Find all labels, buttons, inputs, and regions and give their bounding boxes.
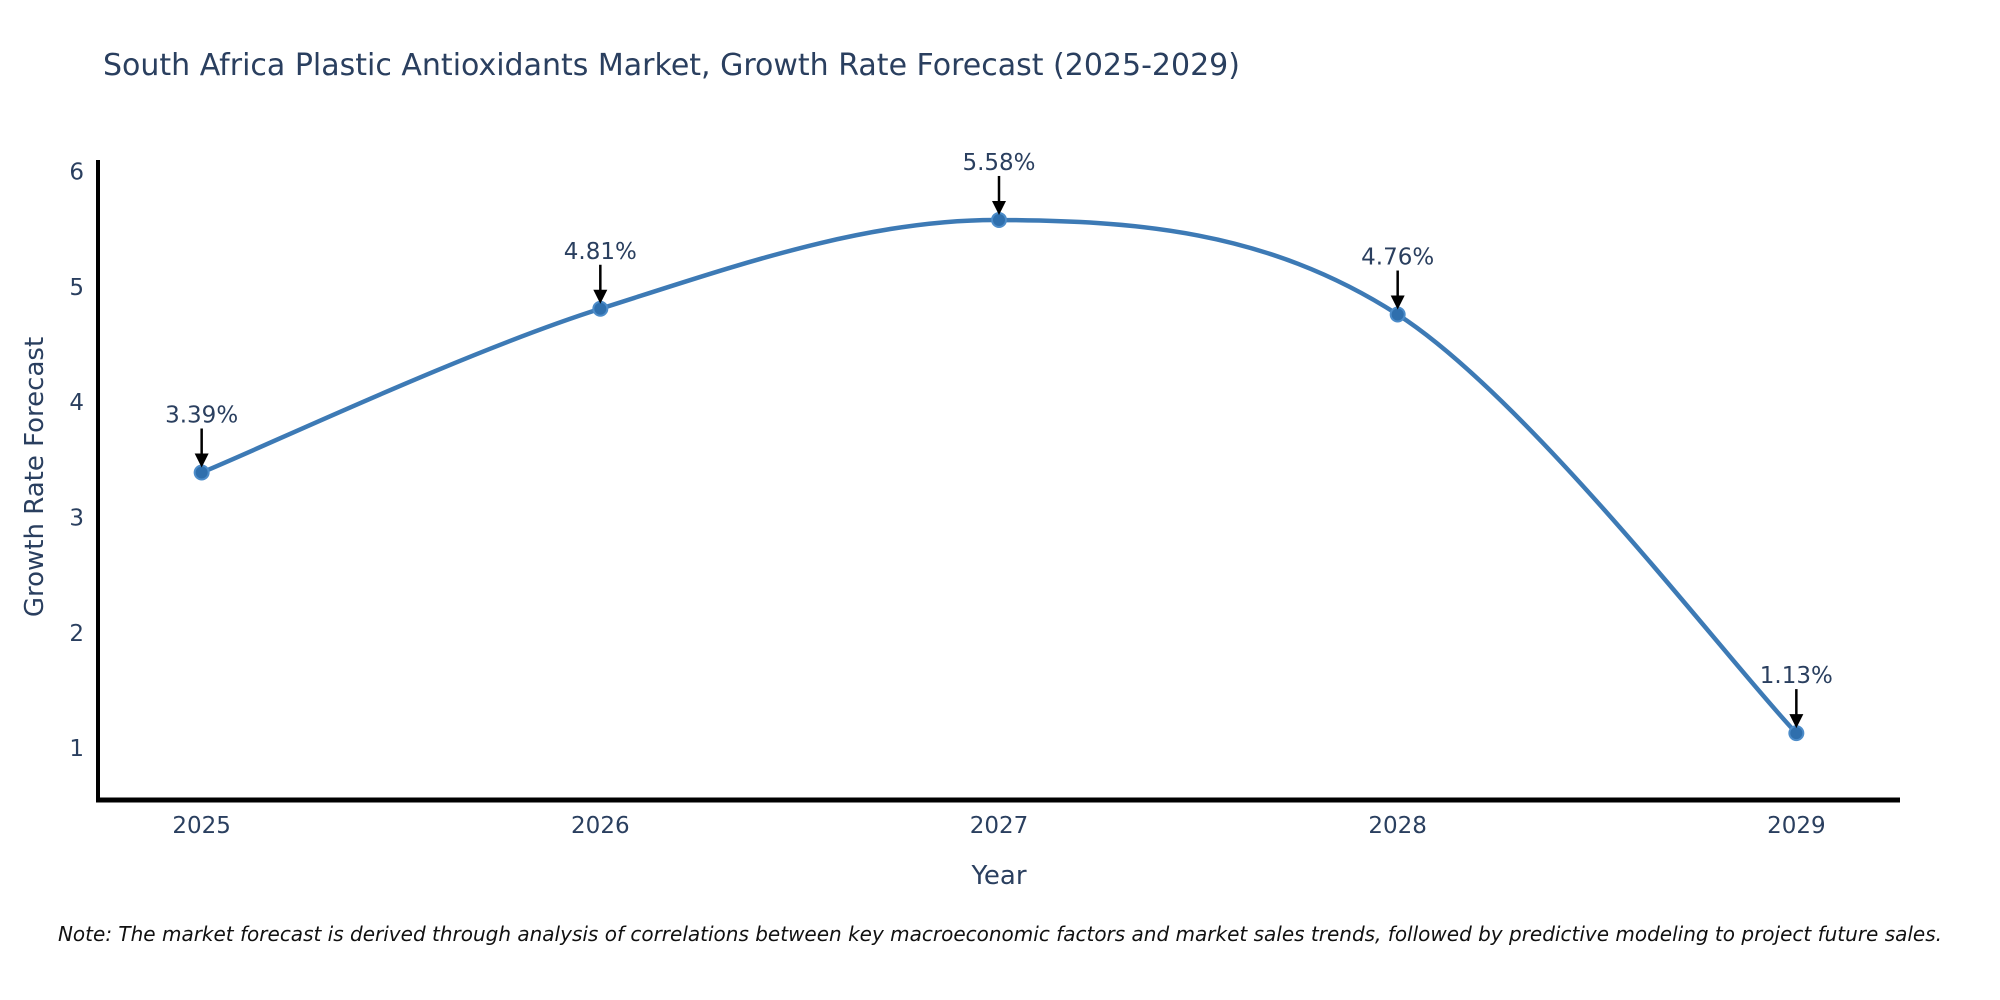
chart-title: South Africa Plastic Antioxidants Market… xyxy=(103,48,1240,83)
y-tick-label: 5 xyxy=(69,275,84,301)
y-tick-label: 2 xyxy=(69,621,84,647)
x-axis-title: Year xyxy=(971,861,1027,891)
data-point-label: 1.13% xyxy=(1760,663,1833,689)
forecast-trend-line xyxy=(199,217,1799,736)
data-point-marker xyxy=(1788,725,1805,742)
x-tick-label: 2027 xyxy=(970,813,1029,839)
data-point-marker xyxy=(1389,306,1406,323)
y-tick-label: 6 xyxy=(69,160,84,186)
annotation-arrowhead-icon xyxy=(593,289,608,304)
y-axis-title: Growth Rate Forecast xyxy=(20,336,50,618)
y-tick-label: 1 xyxy=(69,736,84,762)
y-tick-label: 4 xyxy=(69,390,84,416)
footnote: Note: The market forecast is derived thr… xyxy=(57,922,1943,946)
annotation-arrowhead-icon xyxy=(1390,295,1405,310)
data-point-marker xyxy=(193,464,210,481)
data-point-label: 3.39% xyxy=(165,403,238,429)
annotation-arrowhead-icon xyxy=(992,200,1006,215)
annotation-arrowhead-icon xyxy=(194,453,209,468)
x-tick-label: 2028 xyxy=(1368,813,1427,839)
data-point-label: 4.76% xyxy=(1361,245,1434,271)
x-tick-label: 2025 xyxy=(172,813,231,839)
x-tick-label: 2026 xyxy=(571,813,630,839)
annotation-arrowhead-icon xyxy=(1789,714,1804,729)
data-point-marker xyxy=(592,300,609,317)
data-point-label: 4.81% xyxy=(564,239,637,265)
data-point-marker xyxy=(991,211,1007,228)
x-tick-label: 2029 xyxy=(1767,813,1826,839)
data-point-label: 5.58% xyxy=(962,150,1035,176)
y-tick-label: 3 xyxy=(69,505,84,531)
